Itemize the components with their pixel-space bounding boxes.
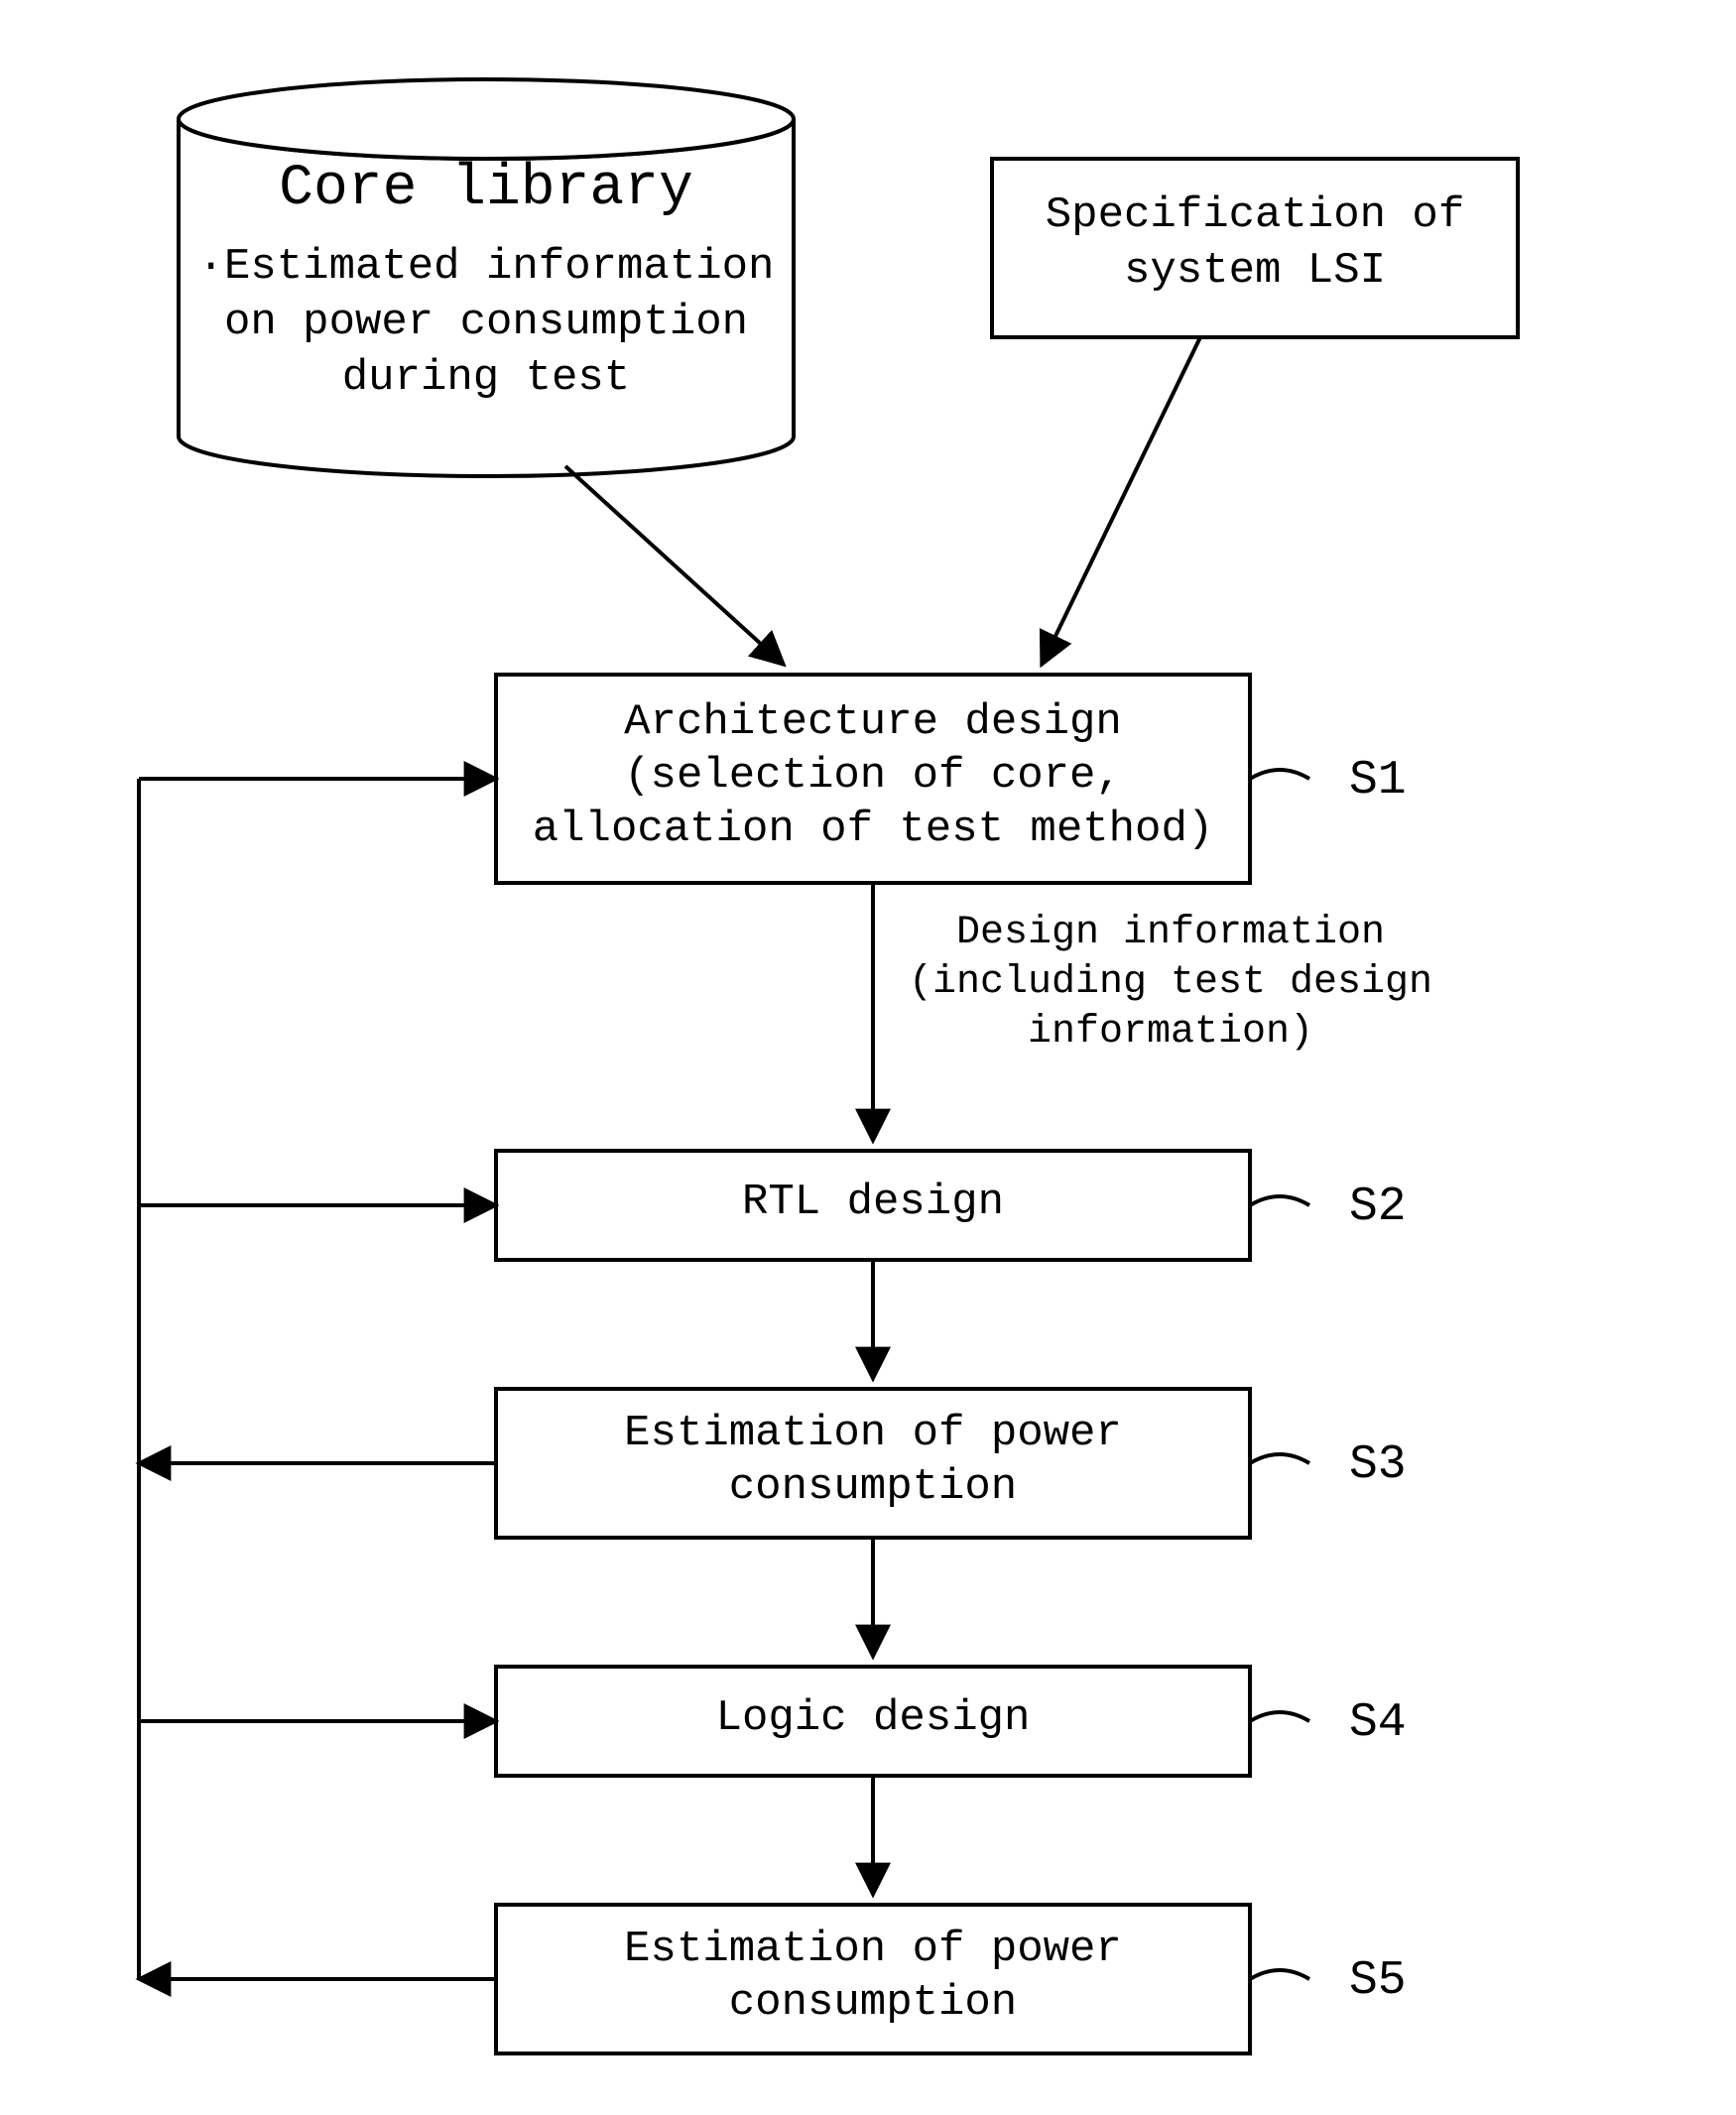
arrow-spec-to-s1 <box>1042 337 1200 665</box>
svg-text:Specification of: Specification of <box>1046 190 1464 240</box>
core-library-cylinder-top <box>179 79 794 159</box>
step-label-s5: S5 <box>1349 1954 1407 2008</box>
svg-text:(selection of core,: (selection of core, <box>624 751 1122 801</box>
svg-text:information): information) <box>1028 1010 1313 1055</box>
step-label-s1: S1 <box>1349 754 1407 808</box>
step-label-connector-s4 <box>1250 1712 1309 1721</box>
step-label-s2: S2 <box>1349 1181 1407 1234</box>
svg-text:Design information: Design information <box>956 911 1385 955</box>
step-label-s4: S4 <box>1349 1696 1407 1750</box>
step-label-s3: S3 <box>1349 1438 1407 1492</box>
svg-text:consumption: consumption <box>729 1462 1017 1512</box>
step-label-connector-s1 <box>1250 770 1309 779</box>
svg-text:Estimation of power: Estimation of power <box>624 1409 1122 1458</box>
svg-text:Architecture design: Architecture design <box>624 697 1122 747</box>
core-library-title: Core library <box>279 157 693 221</box>
svg-text:RTL design: RTL design <box>742 1178 1004 1227</box>
svg-text:on power consumption: on power consumption <box>224 298 748 347</box>
arrow-corelib-to-s1 <box>565 466 784 665</box>
svg-text:system LSI: system LSI <box>1124 246 1386 296</box>
step-label-connector-s3 <box>1250 1454 1309 1463</box>
step-label-connector-s2 <box>1250 1196 1309 1205</box>
svg-text:consumption: consumption <box>729 1978 1017 2028</box>
svg-text:(including test design: (including test design <box>909 960 1432 1005</box>
svg-text:Logic design: Logic design <box>716 1693 1031 1743</box>
svg-text:allocation of test method): allocation of test method) <box>533 805 1214 854</box>
step-label-connector-s5 <box>1250 1970 1309 1979</box>
svg-text:during test: during test <box>342 353 630 403</box>
svg-text:Estimation of power: Estimation of power <box>624 1925 1122 1974</box>
svg-text:·Estimated information: ·Estimated information <box>198 242 775 292</box>
